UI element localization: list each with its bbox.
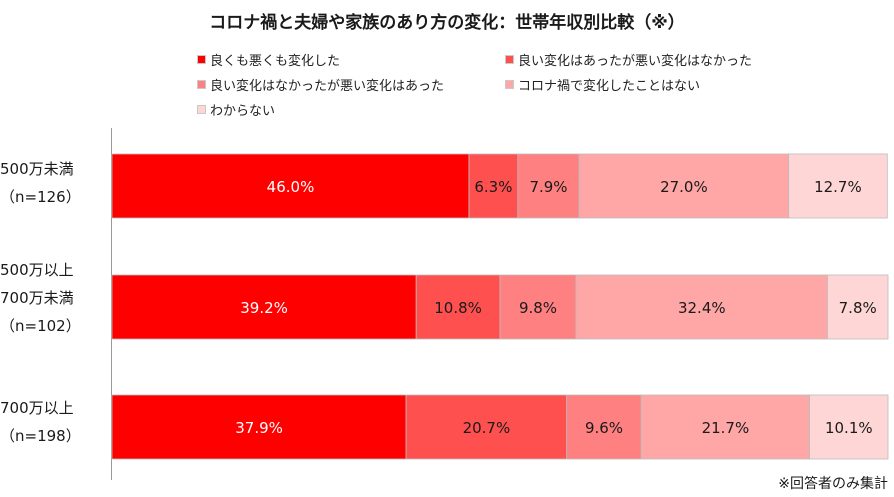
- legend-swatch: [505, 55, 514, 64]
- bar-segment: [788, 153, 888, 219]
- category-label-line: 700万以上: [0, 399, 74, 417]
- bar-segment: [111, 153, 470, 219]
- data-label: 9.8%: [519, 299, 557, 317]
- category-axis-line: [111, 128, 112, 480]
- legend-item: わからない: [197, 100, 275, 119]
- data-label: 32.4%: [678, 299, 726, 317]
- bar-segment: [468, 153, 519, 219]
- data-label: 6.3%: [474, 178, 512, 196]
- bar-segment: [111, 274, 417, 340]
- bar-segment: [111, 394, 407, 460]
- category-label-line: 700万未満: [0, 289, 74, 307]
- data-label: 37.9%: [235, 419, 283, 437]
- bar-segment: [809, 394, 889, 460]
- bar-segment: [827, 274, 889, 340]
- legend-item: 良い変化はなかったが悪い変化はあった: [197, 75, 444, 94]
- legend-item: 良くも悪くも変化した: [197, 50, 340, 69]
- data-label: 39.2%: [240, 299, 288, 317]
- bar-segment: [517, 153, 580, 219]
- category-label-line: 500万未満: [0, 160, 74, 178]
- data-label: 21.7%: [702, 419, 750, 437]
- data-label: 46.0%: [267, 178, 315, 196]
- bar-segment: [415, 274, 501, 340]
- data-label: 7.8%: [839, 299, 877, 317]
- category-label: 500万以上 700万未満 （n=102）: [0, 256, 81, 340]
- bar-segment: [499, 274, 577, 340]
- legend-label: コロナ禍で変化したことはない: [518, 79, 701, 94]
- category-label-line: 500万以上: [0, 261, 74, 279]
- legend-item: 良い変化はあったが悪い変化はなかった: [505, 50, 752, 69]
- data-label: 10.8%: [434, 299, 482, 317]
- legend-label: 良い変化はなかったが悪い変化はあった: [210, 79, 445, 94]
- bar-segment: [566, 394, 642, 460]
- category-label-line: （n=102）: [0, 317, 81, 335]
- data-label: 27.0%: [660, 178, 708, 196]
- legend-swatch: [197, 105, 206, 114]
- data-label: 10.1%: [825, 419, 873, 437]
- bar-segment: [640, 394, 811, 460]
- bar-segment: [575, 274, 828, 340]
- data-label: 20.7%: [463, 419, 511, 437]
- legend-label: わからない: [210, 104, 276, 119]
- data-label: 12.7%: [814, 178, 862, 196]
- category-label-line: （n=198）: [0, 427, 81, 445]
- category-label: 500万未満 （n=126）: [0, 155, 81, 211]
- legend-swatch: [197, 55, 206, 64]
- footnote: ※回答者のみ集計: [778, 476, 888, 492]
- category-label-line: （n=126）: [0, 188, 81, 206]
- legend-swatch: [197, 80, 206, 89]
- data-label: 7.9%: [529, 178, 567, 196]
- legend-item: コロナ禍で変化したことはない: [505, 75, 700, 94]
- category-label: 700万以上 （n=198）: [0, 394, 81, 450]
- legend-label: 良くも悪くも変化した: [210, 54, 341, 69]
- legend-label: 良い変化はあったが悪い変化はなかった: [518, 54, 753, 69]
- legend-swatch: [505, 80, 514, 89]
- data-label: 9.6%: [585, 419, 623, 437]
- bar-segment: [405, 394, 568, 460]
- chart-title: コロナ禍と夫婦や家族のあり方の変化：世帯年収別比較（※）: [209, 13, 685, 33]
